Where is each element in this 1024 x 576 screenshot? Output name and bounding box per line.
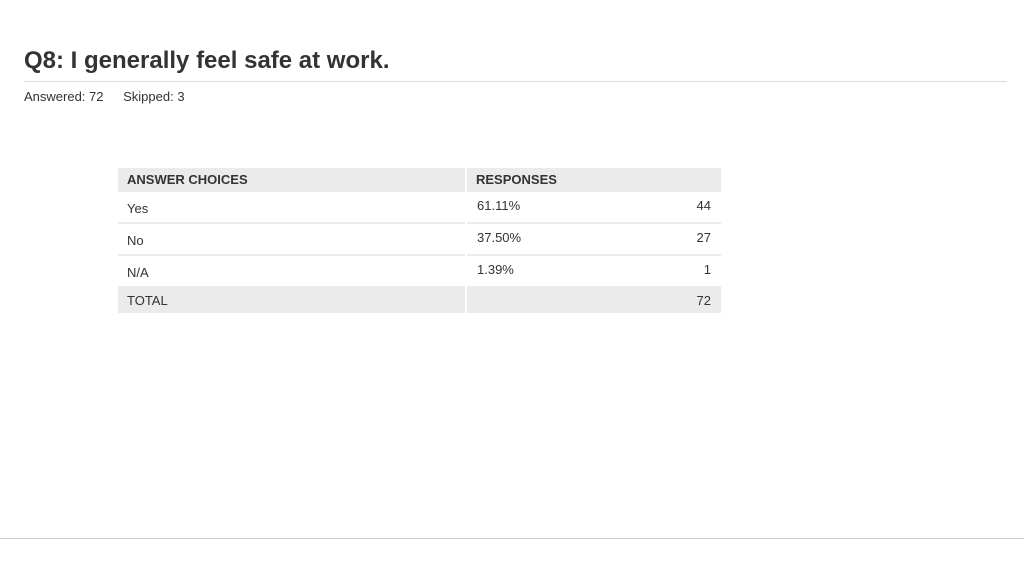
footer-divider — [0, 538, 1024, 539]
skipped-count: Skipped: 3 — [123, 89, 185, 104]
response-count: 44 — [696, 198, 711, 213]
response-cell: 37.50% 27 — [467, 224, 721, 256]
response-percent: 1.39% — [477, 262, 514, 277]
title-divider — [24, 81, 1007, 82]
response-stats: Answered: 72 Skipped: 3 — [24, 88, 185, 106]
table-row: Yes 61.11% 44 — [118, 192, 721, 224]
answer-choice-label: N/A — [118, 256, 465, 288]
answer-choice-label: Yes — [118, 192, 465, 224]
total-label: TOTAL — [118, 288, 465, 313]
header-answer-choices: ANSWER CHOICES — [118, 168, 465, 192]
question-title: Q8: I generally feel safe at work. — [24, 47, 390, 74]
response-percent: 61.11% — [477, 198, 521, 213]
table-row: No 37.50% 27 — [118, 224, 721, 256]
total-cell: 72 — [467, 288, 721, 313]
table-header-row: ANSWER CHOICES RESPONSES — [118, 168, 721, 192]
response-count: 1 — [703, 262, 711, 277]
response-cell: 1.39% 1 — [467, 256, 721, 288]
total-count: 72 — [696, 293, 711, 308]
header-responses: RESPONSES — [467, 168, 721, 192]
responses-table: ANSWER CHOICES RESPONSES Yes 61.11% 44 N… — [118, 168, 721, 313]
answer-choice-label: No — [118, 224, 465, 256]
response-cell: 61.11% 44 — [467, 192, 721, 224]
response-count: 27 — [696, 230, 711, 245]
table-row: N/A 1.39% 1 — [118, 256, 721, 288]
response-percent: 37.50% — [477, 230, 522, 245]
answered-count: Answered: 72 — [24, 89, 104, 104]
table-total-row: TOTAL 72 — [118, 288, 721, 313]
